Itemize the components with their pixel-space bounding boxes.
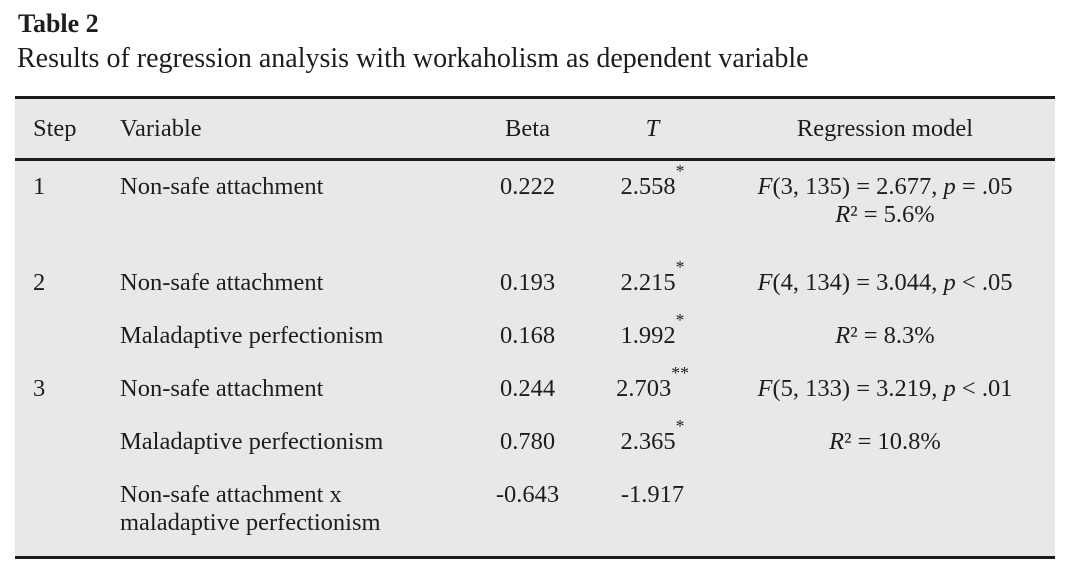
table-number: Table 2	[18, 9, 99, 38]
cell-t: 2.215*	[590, 257, 715, 310]
t-value: 2.365	[620, 427, 676, 455]
cell-t: -1.917	[590, 469, 715, 558]
cell-regression-model: R² = 10.8%	[715, 416, 1055, 469]
header-row: Step Variable Beta T Regression model	[15, 98, 1055, 160]
cell-variable: Non-safe attachment x maladaptive perfec…	[105, 469, 465, 558]
header-regression-model: Regression model	[796, 114, 974, 142]
t-value: 1.992	[620, 321, 676, 349]
cell-regression-model: F(5, 133) = 3.219, p < .01	[715, 363, 1055, 416]
cell-regression-model	[715, 469, 1055, 558]
significance-asterisk: *	[675, 309, 685, 330]
cell-regression-model: R² = 8.3%	[715, 310, 1055, 363]
regression-table: Step Variable Beta T Regression model 1 …	[15, 96, 1055, 559]
variable-line1: Non-safe attachment	[120, 374, 324, 402]
cell-beta: 0.168	[499, 321, 556, 349]
t-value: 2.558	[620, 173, 676, 200]
table-body: 1 Non-safe attachment 0.222 2.558* F(3, …	[15, 160, 1055, 558]
cell-step: 3	[33, 374, 46, 402]
header-beta: Beta	[505, 114, 550, 142]
cell-regression-model: F(4, 134) = 3.044, p < .05	[715, 257, 1055, 310]
cell-beta: 0.222	[499, 173, 556, 200]
cell-variable: Non-safe attachment	[105, 363, 465, 416]
significance-asterisk: *	[675, 415, 685, 436]
header-step: Step	[33, 114, 77, 142]
f-statistic-line: F(4, 134) = 3.044, p < .05	[757, 268, 1013, 296]
variable-line1: Maladaptive perfectionism	[120, 427, 384, 455]
table-row: Maladaptive perfectionism 0.168 1.992* R…	[15, 310, 1055, 363]
t-value: 2.703	[616, 374, 672, 402]
cell-step: 2	[33, 268, 46, 296]
cell-beta: 0.193	[499, 268, 556, 296]
table-header: Step Variable Beta T Regression model	[15, 98, 1055, 160]
cell-step	[15, 416, 105, 469]
cell-beta: -0.643	[495, 480, 560, 508]
table-row: 2 Non-safe attachment 0.193 2.215* F(4, …	[15, 257, 1055, 310]
cell-beta: 0.780	[499, 427, 556, 455]
table-row: Maladaptive perfectionism 0.780 2.365* R…	[15, 416, 1055, 469]
cell-t: 2.558*	[590, 160, 715, 257]
cell-beta: 0.244	[499, 374, 556, 402]
table-row: 3 Non-safe attachment 0.244 2.703** F(5,…	[15, 363, 1055, 416]
t-value: 2.215	[620, 268, 676, 296]
table-caption: Results of regression analysis with work…	[17, 43, 809, 74]
cell-regression-model: F(3, 135) = 2.677, p = .05 R² = 5.6%	[715, 160, 1055, 257]
variable-line1: Non-safe attachment	[120, 173, 324, 200]
variable-line1: Maladaptive perfectionism	[120, 321, 384, 349]
cell-t: 2.703**	[590, 363, 715, 416]
variable-line2: maladaptive perfectionism	[120, 508, 381, 536]
t-value: -1.917	[620, 480, 685, 508]
cell-variable: Non-safe attachment	[105, 257, 465, 310]
cell-step	[15, 310, 105, 363]
f-statistic-line: F(3, 135) = 2.677, p = .05	[757, 173, 1013, 200]
table-row: Non-safe attachment x maladaptive perfec…	[15, 469, 1055, 558]
significance-asterisk: *	[675, 256, 685, 277]
cell-t: 1.992*	[590, 310, 715, 363]
r-squared-line: R² = 5.6%	[835, 201, 935, 228]
cell-step: 1	[33, 173, 46, 200]
r-squared-line: R² = 10.8%	[829, 427, 941, 455]
cell-variable: Non-safe attachment	[105, 160, 465, 257]
cell-step	[15, 469, 105, 558]
f-statistic-line: F(5, 133) = 3.219, p < .01	[757, 374, 1013, 402]
header-variable: Variable	[120, 114, 202, 142]
significance-asterisk: **	[671, 362, 689, 383]
table-row: 1 Non-safe attachment 0.222 2.558* F(3, …	[15, 160, 1055, 257]
significance-asterisk: *	[675, 161, 685, 182]
r-squared-line: R² = 8.3%	[835, 321, 935, 349]
variable-line1: Non-safe attachment	[120, 268, 324, 296]
cell-variable: Maladaptive perfectionism	[105, 310, 465, 363]
variable-line1: Non-safe attachment x	[120, 480, 342, 508]
header-t: T	[645, 114, 660, 142]
cell-variable: Maladaptive perfectionism	[105, 416, 465, 469]
cell-t: 2.365*	[590, 416, 715, 469]
